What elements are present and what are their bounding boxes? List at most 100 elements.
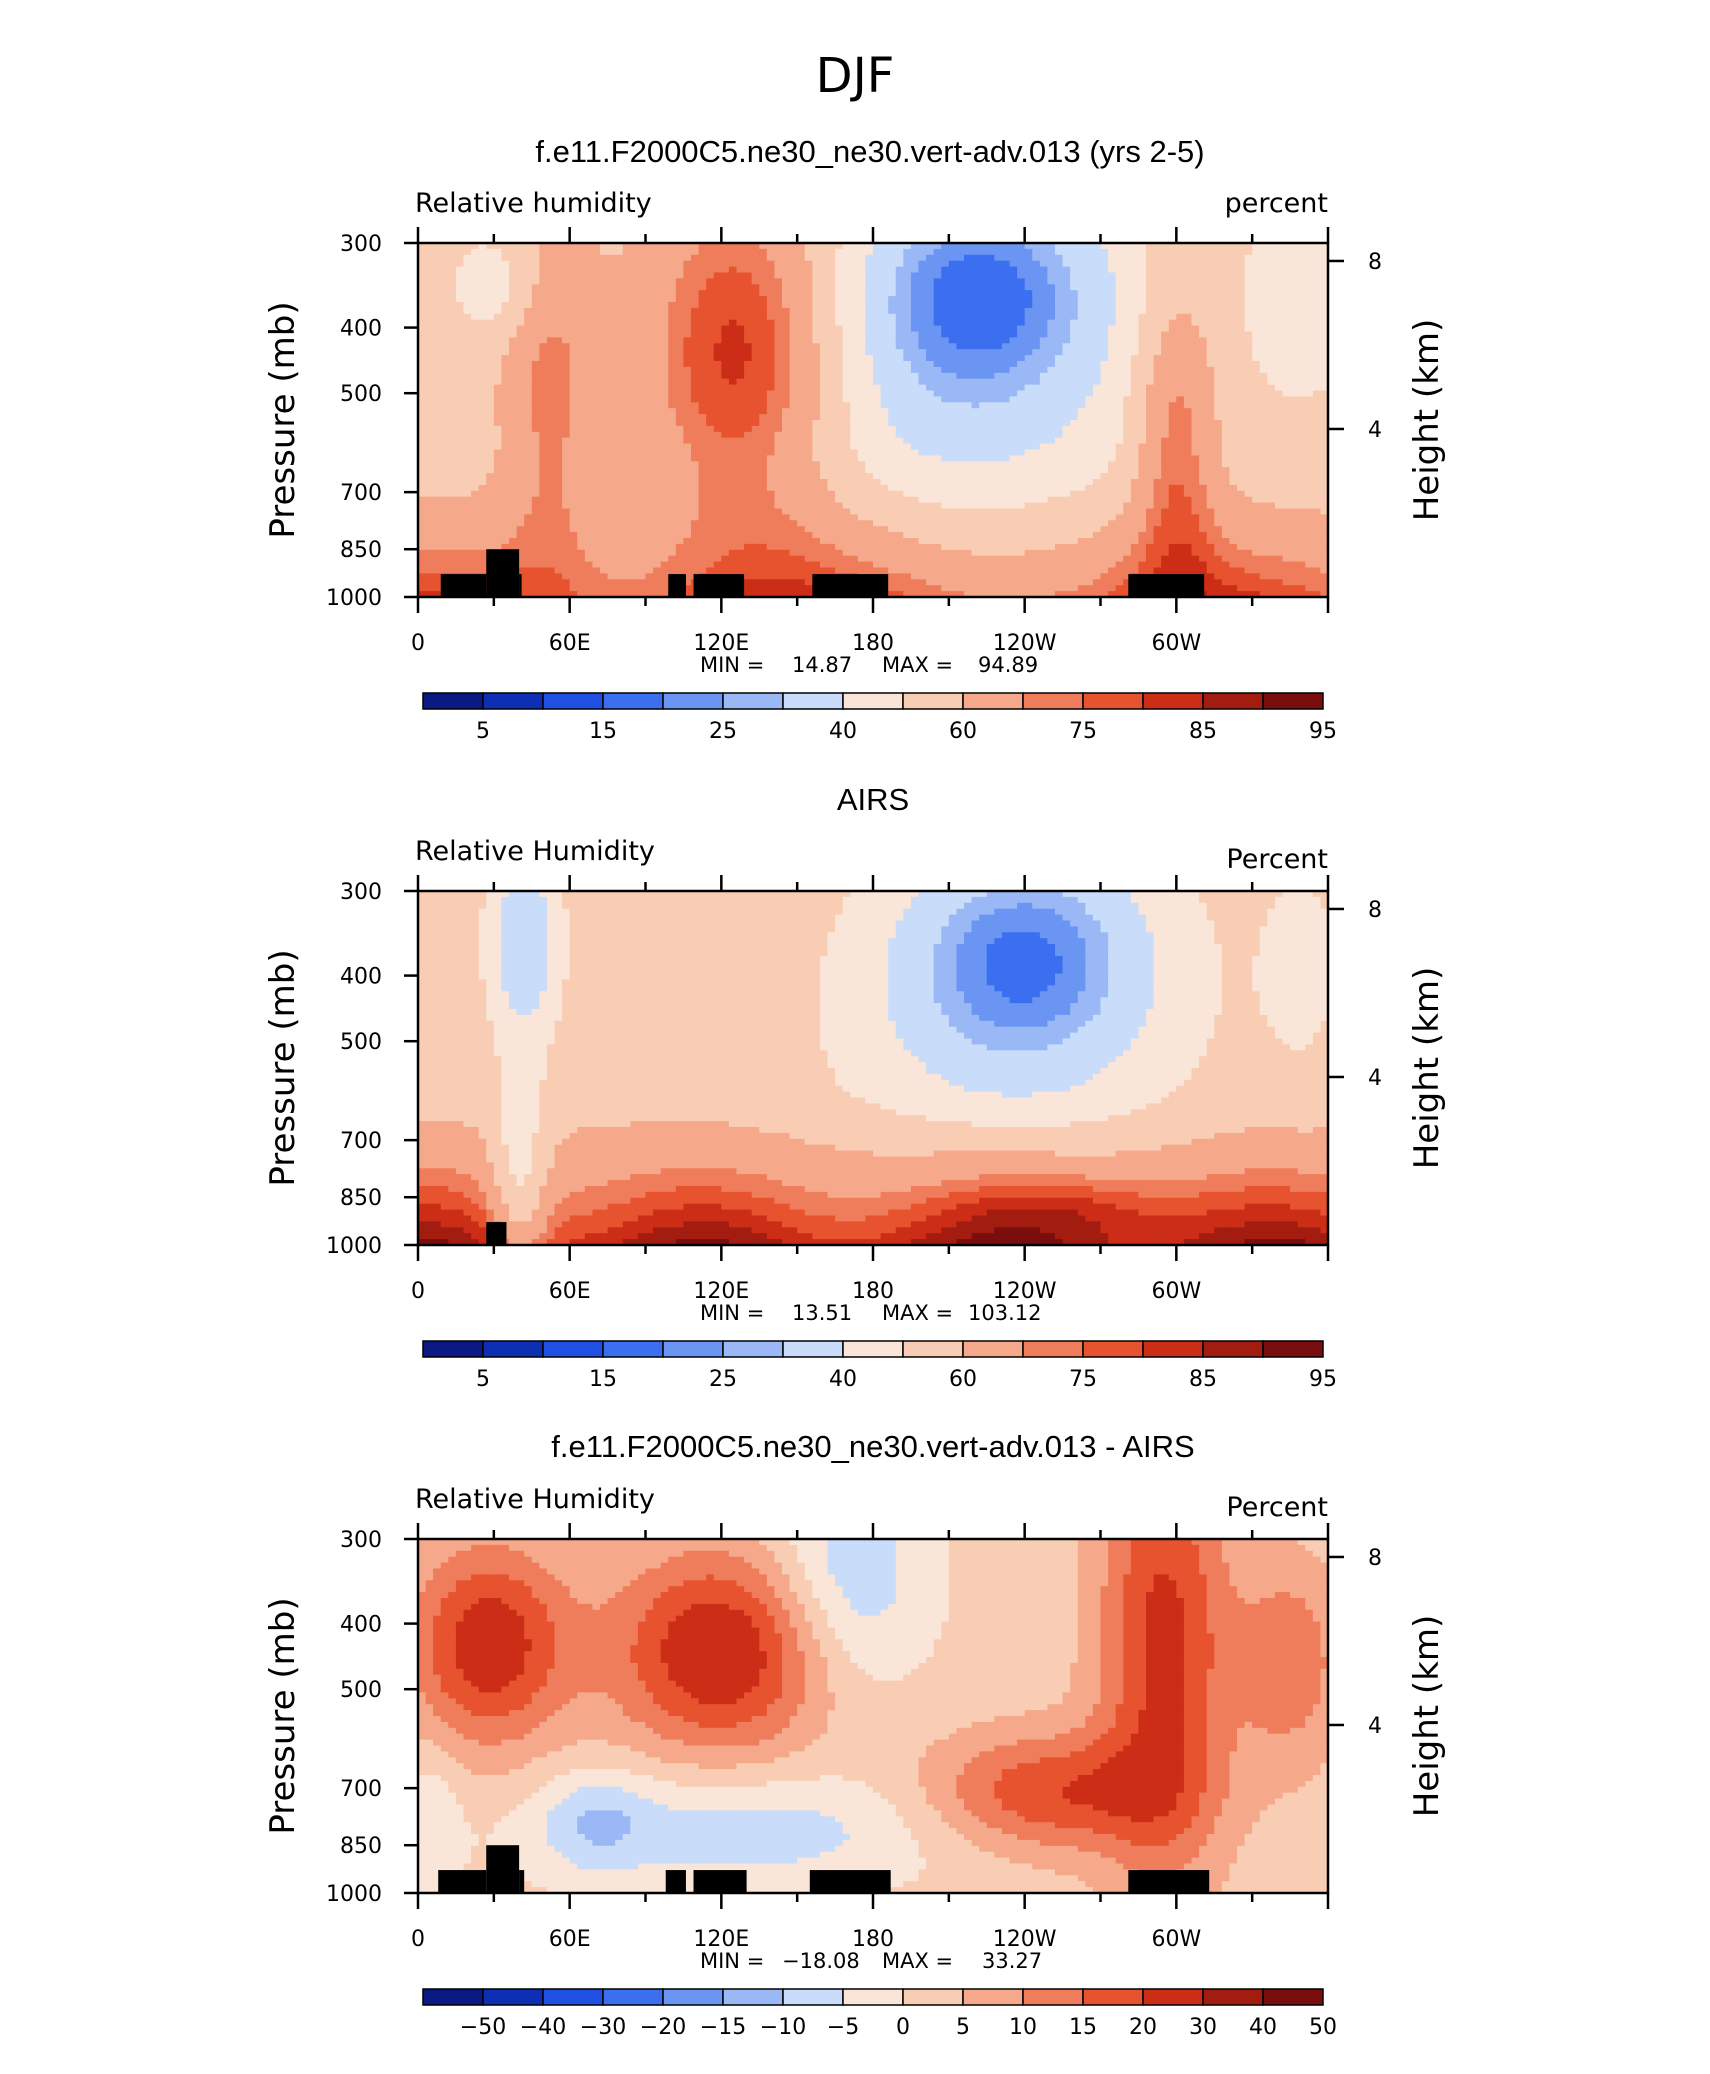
field-cell (418, 390, 427, 397)
field-cell (478, 479, 487, 486)
field-cell (1259, 302, 1268, 309)
field-cell (637, 461, 647, 468)
field-cell (516, 384, 525, 392)
field-cell (1161, 449, 1170, 456)
field-cell (782, 331, 791, 338)
field-cell (971, 296, 980, 303)
field-cell (1070, 361, 1079, 368)
field-cell (592, 290, 601, 297)
field-cell (1267, 378, 1276, 386)
field-cell (615, 437, 624, 445)
field-cell (622, 366, 631, 374)
field-cell (964, 355, 973, 362)
field-cell (463, 479, 472, 486)
field-cell (873, 325, 882, 333)
field-cell (895, 302, 904, 309)
field-cell (1206, 260, 1215, 268)
field-cell (865, 479, 874, 486)
field-cell (637, 361, 647, 368)
field-cell (637, 254, 647, 262)
field-cell (554, 343, 563, 350)
field-cell (1092, 313, 1102, 321)
field-cell (1305, 290, 1314, 297)
field-cell (683, 331, 692, 338)
field-cell (1244, 243, 1253, 250)
field-cell (516, 366, 525, 374)
field-cell (1176, 272, 1185, 279)
field-cell (728, 302, 738, 309)
field-cell (1199, 431, 1208, 439)
field-cell (713, 355, 722, 362)
field-cell (433, 402, 442, 409)
field-cell (1259, 266, 1268, 274)
field-cell (1229, 260, 1238, 268)
field-cell (471, 307, 480, 315)
field-cell (1039, 437, 1049, 445)
field-cell (1100, 307, 1109, 315)
field-cell (751, 402, 760, 409)
field-cell (713, 361, 722, 368)
field-cell (706, 349, 715, 356)
field-cell (873, 349, 882, 356)
field-cell (804, 349, 813, 356)
field-cell (607, 408, 616, 415)
field-cell (1085, 349, 1094, 356)
field-cell (736, 366, 745, 374)
field-cell (630, 266, 639, 274)
field-cell (433, 325, 442, 333)
field-cell (622, 278, 631, 285)
field-cell (622, 484, 631, 492)
field-cell (1146, 443, 1155, 451)
field-cell (691, 455, 700, 462)
field-cell (562, 302, 571, 309)
field-cell (933, 414, 942, 421)
field-cell (774, 484, 783, 492)
field-cell (637, 408, 647, 415)
field-cell (448, 349, 457, 356)
field-cell (1259, 272, 1268, 279)
field-cell (1267, 302, 1276, 309)
field-cell (804, 479, 813, 486)
field-cell (994, 384, 1003, 392)
field-cell (706, 372, 715, 380)
field-cell (1146, 420, 1155, 427)
field-cell (782, 449, 791, 456)
field-cell (903, 343, 912, 350)
field-cell (683, 248, 692, 256)
field-cell (440, 266, 449, 274)
field-cell (1039, 284, 1049, 291)
field-cell (448, 343, 457, 350)
field-cell (1009, 420, 1018, 427)
field-cell (964, 420, 973, 427)
field-cell (1146, 278, 1155, 285)
field-cell (660, 437, 669, 445)
field-cell (637, 325, 647, 333)
field-cell (1229, 366, 1238, 374)
field-cell (1305, 355, 1314, 362)
field-cell (1221, 414, 1231, 421)
field-cell (1055, 278, 1064, 285)
field-cell (1191, 425, 1200, 433)
field-cell (827, 260, 836, 268)
field-cell (1153, 420, 1162, 427)
field-cell (1108, 455, 1117, 462)
field-cell (1305, 331, 1314, 338)
field-cell (1100, 455, 1109, 462)
field-cell (850, 266, 859, 274)
field-cell (630, 313, 639, 321)
field-cell (622, 337, 631, 344)
field-cell (448, 414, 457, 421)
field-cell (759, 325, 768, 333)
field-cell (584, 431, 594, 439)
field-cell (615, 431, 624, 439)
field-cell (516, 425, 525, 433)
field-cell (1146, 361, 1155, 368)
field-cell (1123, 372, 1132, 380)
field-cell (433, 378, 442, 386)
field-cell (653, 396, 662, 403)
field-cell (1017, 479, 1026, 486)
field-cell (926, 325, 935, 333)
field-cell (721, 484, 730, 492)
field-cell (857, 254, 867, 262)
field-cell (782, 290, 791, 297)
